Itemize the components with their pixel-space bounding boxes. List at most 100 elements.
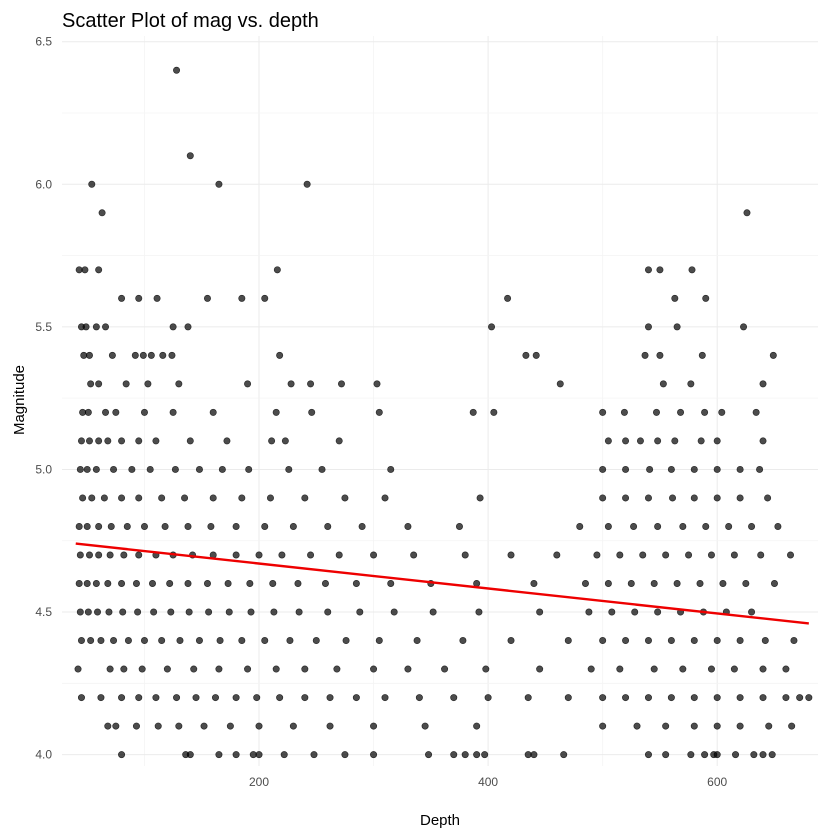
data-point (148, 579, 156, 587)
data-point (83, 465, 91, 473)
data-point (232, 751, 240, 759)
data-point (119, 608, 127, 616)
data-point (656, 266, 664, 274)
data-point (333, 665, 341, 673)
data-point (421, 722, 429, 730)
data-point (736, 465, 744, 473)
data-point (281, 437, 289, 445)
data-point (135, 494, 143, 502)
data-point (381, 694, 389, 702)
data-point (245, 465, 253, 473)
data-point (261, 637, 269, 645)
data-point (154, 722, 162, 730)
data-point (352, 579, 360, 587)
data-point (173, 694, 181, 702)
data-point (644, 694, 652, 702)
data-point (270, 608, 278, 616)
data-point (599, 694, 607, 702)
data-point (671, 437, 679, 445)
data-point (608, 608, 616, 616)
data-point (185, 608, 193, 616)
data-point (163, 665, 171, 673)
data-point (759, 694, 767, 702)
data-point (718, 408, 726, 416)
data-point (759, 665, 767, 673)
data-point (473, 579, 481, 587)
data-point (370, 665, 378, 673)
data-points (74, 66, 813, 759)
data-point (599, 465, 607, 473)
data-point (616, 665, 624, 673)
data-point (639, 551, 647, 559)
data-point (326, 694, 334, 702)
data-point (536, 608, 544, 616)
grid-lines (62, 36, 818, 766)
data-point (303, 180, 311, 188)
data-point (147, 351, 155, 359)
data-point (587, 665, 595, 673)
data-point (307, 380, 315, 388)
data-point (504, 294, 512, 302)
data-point (475, 608, 483, 616)
data-point (593, 551, 601, 559)
data-point (77, 637, 85, 645)
data-point (205, 608, 213, 616)
data-point (599, 494, 607, 502)
data-point (312, 637, 320, 645)
data-point (74, 665, 82, 673)
data-point (158, 637, 166, 645)
data-point (636, 437, 644, 445)
data-point (158, 494, 166, 502)
data-point (161, 522, 169, 530)
data-point (280, 751, 288, 759)
data-point (650, 579, 658, 587)
data-point (469, 408, 477, 416)
data-point (75, 522, 83, 530)
data-point (152, 694, 160, 702)
data-point (707, 665, 715, 673)
y-tick-label: 5.5 (35, 320, 52, 334)
data-point (713, 694, 721, 702)
data-point (132, 722, 140, 730)
data-point (276, 351, 284, 359)
data-point (532, 351, 540, 359)
data-point (736, 694, 744, 702)
data-point (696, 579, 704, 587)
data-point (484, 694, 492, 702)
data-point (765, 722, 773, 730)
data-point (524, 694, 532, 702)
data-point (410, 551, 418, 559)
data-point (599, 722, 607, 730)
data-point (85, 437, 93, 445)
data-point (654, 608, 662, 616)
data-point (139, 351, 147, 359)
data-point (685, 551, 693, 559)
data-point (748, 608, 756, 616)
data-point (381, 494, 389, 502)
data-point (679, 665, 687, 673)
data-point (144, 380, 152, 388)
data-point (76, 465, 84, 473)
data-point (788, 722, 796, 730)
data-point (556, 380, 564, 388)
data-point (481, 751, 489, 759)
data-point (701, 751, 709, 759)
data-point (123, 522, 131, 530)
y-tick-labels: 4.0 4.5 5.0 5.5 6.0 6.5 (35, 35, 52, 762)
data-point (209, 494, 217, 502)
data-point (370, 722, 378, 730)
data-point (184, 323, 192, 331)
data-point (131, 351, 139, 359)
data-point (730, 665, 738, 673)
data-point (429, 608, 437, 616)
data-point (85, 551, 93, 559)
data-point (604, 522, 612, 530)
data-point (106, 551, 114, 559)
data-point (688, 266, 696, 274)
data-point (232, 694, 240, 702)
data-point (122, 380, 130, 388)
data-point (120, 551, 128, 559)
data-point (441, 665, 449, 673)
data-point (150, 608, 158, 616)
data-point (192, 694, 200, 702)
